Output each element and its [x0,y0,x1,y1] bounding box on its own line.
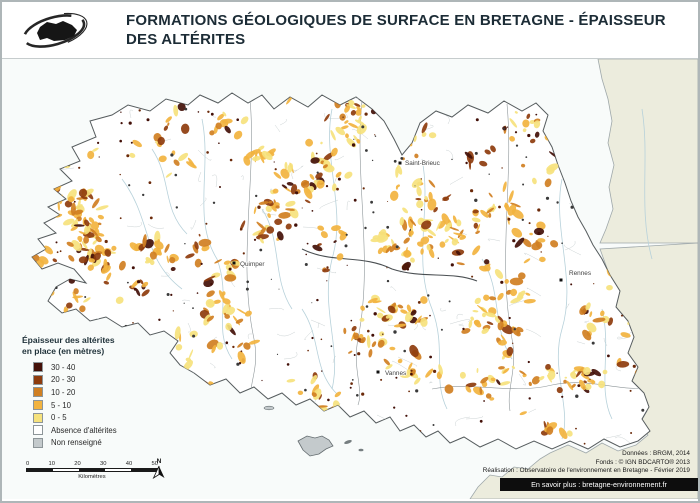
city-marker [559,278,563,282]
legend-item: Non renseigné [33,437,117,450]
legend-label: 30 - 40 [51,362,76,372]
legend-label: 10 - 20 [51,387,76,397]
city-marker [232,261,236,265]
bretagne-environnement-logo-icon [20,12,88,50]
credits: Données : BRGM, 2014 Fonds : © IGN BDCAR… [483,450,690,476]
legend-swatch [33,425,43,436]
credits-basemap-line: Fonds : © IGN BDCARTO® 2013 [595,458,690,466]
legend-label: Non renseigné [51,438,102,448]
scale-segment [105,469,131,471]
city-label: Vannes [385,370,406,377]
credits-data-line: Données : BRGM, 2014 [622,450,690,457]
scale-bar: 0 10 20 30 40 50 Kilomètres [26,461,158,480]
city-label: Rennes [569,270,591,277]
legend-swatch [33,387,43,398]
legend-swatch [33,437,43,448]
legend-label: 0 - 5 [51,413,67,423]
legend-swatch [33,400,43,411]
islet-hoedic [358,448,364,452]
legend-label: Absence d'altérites [51,425,117,435]
legend-item: 10 - 20 [33,386,117,399]
scale-unit-label: Kilomètres [78,474,106,480]
map-canvas: Saint-Brieuc Quimper Rennes Vannes [31,59,698,499]
scale-tick: 0 [26,461,30,467]
legend-title: Épaisseur des altérites en place (en mèt… [22,335,115,356]
city-markers: Saint-Brieuc Quimper Rennes Vannes [232,159,592,378]
legend-label: 5 - 10 [51,400,71,410]
scale-tick: 20 [74,461,81,467]
legend-item: 30 - 40 [33,361,117,374]
scale-tick: 50 [151,461,158,467]
river-outside [641,108,653,260]
city-label: Saint-Brieuc [405,160,441,167]
city-marker [398,161,402,165]
legend-swatch [33,374,43,385]
north-arrow-icon [152,465,165,480]
legend-swatch [33,412,43,423]
legend-items: 30 - 40 20 - 30 10 - 20 5 - 10 0 - 5 Absence … [33,361,117,449]
watershed-boundary [301,248,478,282]
page-title: FORMATIONS GÉOLOGIQUES DE SURFACE EN BRE… [126,12,666,48]
scale-segment [27,469,53,471]
legend-item: Absence d'altérites [33,424,117,437]
islet-houat [344,439,352,445]
more-info-bar: En savoir plus : bretagne-environnement.… [500,478,698,491]
island-groix [263,405,275,411]
scale-bar-segments [26,468,158,472]
legend-item: 0 - 5 [33,411,117,424]
north-arrow: N [149,458,169,484]
scale-tick: 30 [100,461,107,467]
brittany-outline [31,92,651,450]
scale-tick-labels: 0 10 20 30 40 50 [26,461,158,467]
scale-segment [53,469,79,471]
department-boundaries [246,98,650,412]
legend-swatch [33,362,43,373]
credits-realisation-line: Réalisation : Observatoire de l'environn… [482,467,690,475]
north-label: N [156,458,162,465]
city-label: Quimper [240,261,265,268]
map-area: Saint-Brieuc Quimper Rennes Vannes Épaisseu… [2,59,698,499]
legend-item: 20 - 30 [33,374,117,387]
scale-tick: 10 [48,461,55,467]
map-legend: Épaisseur des altérites en place (en mèt… [22,335,117,449]
scale-segment [131,469,157,471]
header: FORMATIONS GÉOLOGIQUES DE SURFACE EN BRE… [2,2,698,59]
scale-segment [79,469,105,471]
outside-land-normandy [597,59,698,244]
island-belle-ile [297,435,334,457]
legend-label: 20 - 30 [51,375,76,385]
scale-tick: 40 [125,461,133,467]
legend-item: 5 - 10 [33,399,117,412]
city-marker [376,370,380,374]
